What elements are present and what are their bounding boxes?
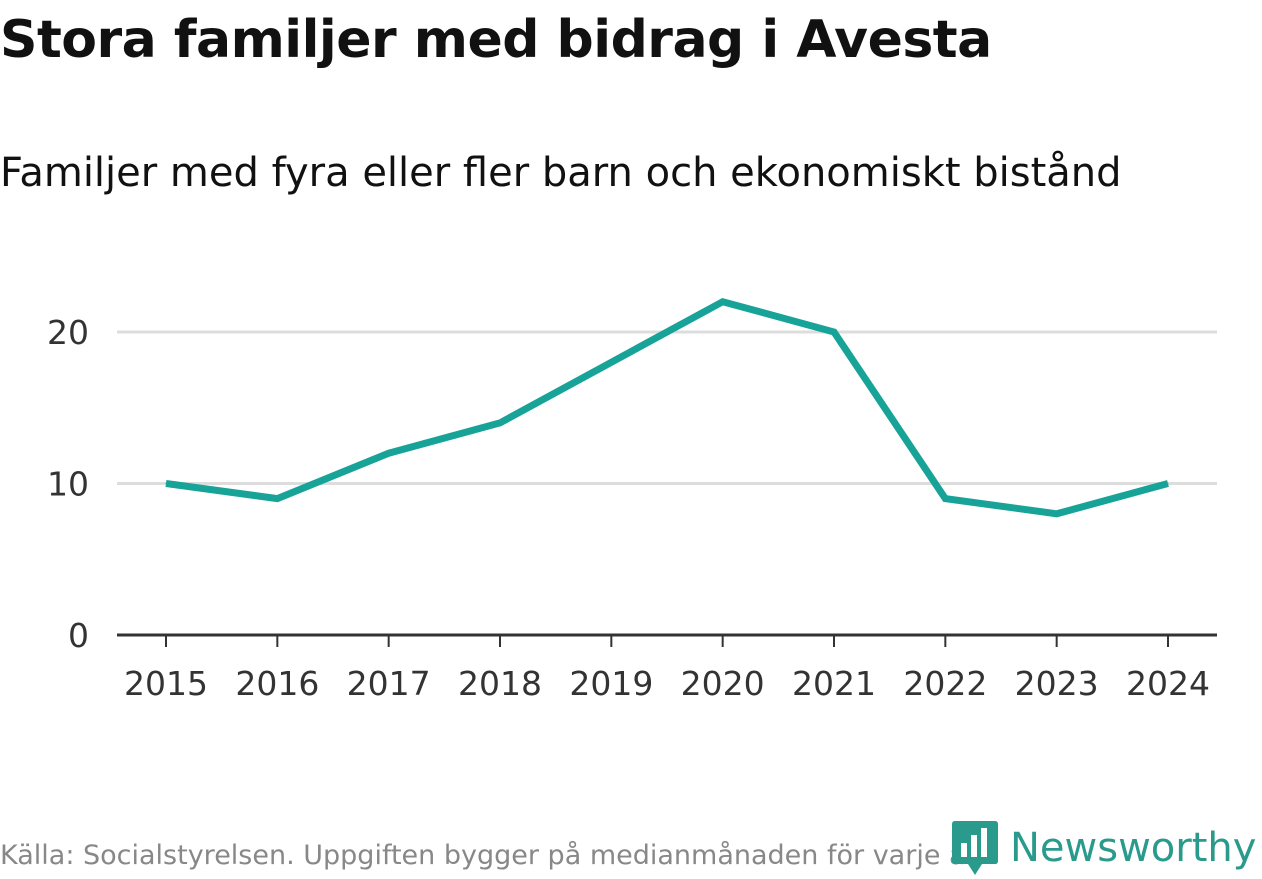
y-axis-ticks: 0 10 20	[47, 313, 89, 655]
series-layer	[165, 297, 1169, 518]
bar-chart-speech-bubble-icon	[952, 821, 998, 875]
source-note: Källa: Socialstyrelsen. Uppgiften bygger…	[0, 840, 977, 871]
data-point-2015	[165, 483, 167, 484]
data-point-2019	[610, 361, 612, 363]
brand-logo: Newsworthy	[952, 818, 1256, 878]
brand-name: Newsworthy	[1010, 825, 1257, 871]
gridlines	[117, 330, 1217, 485]
x-axis-ticks: 2015 2016 2017 2018 2019 2020 2021 2022 2023 2024	[124, 635, 1210, 703]
y-tick-label-20: 20	[47, 313, 89, 352]
y-tick-label-0: 0	[68, 616, 89, 655]
x-tick-label-2019: 2019	[569, 664, 653, 703]
data-point-2024	[1167, 483, 1169, 484]
data-point-2022	[944, 498, 946, 500]
x-tick-label-2018: 2018	[458, 664, 542, 703]
y-tick-label-10: 10	[47, 465, 89, 504]
chart-title: Stora familjer med bidrag i Avesta	[0, 10, 992, 70]
x-tick-label-2021: 2021	[792, 664, 876, 703]
data-point-2023	[1056, 513, 1058, 515]
x-tick-label-2020: 2020	[681, 664, 765, 703]
data-point-2016	[276, 498, 278, 500]
data-point-2021	[833, 331, 835, 333]
x-tick-label-2015: 2015	[124, 664, 208, 703]
series-line-0	[165, 297, 1169, 518]
chart-subtitle: Familjer med fyra eller fler barn och ek…	[0, 150, 1122, 196]
data-point-2017	[388, 452, 390, 454]
x-tick-label-2017: 2017	[347, 664, 431, 703]
x-tick-label-2024: 2024	[1126, 664, 1210, 703]
x-tick-label-2023: 2023	[1015, 664, 1099, 703]
x-tick-label-2022: 2022	[903, 664, 987, 703]
x-tick-label-2016: 2016	[235, 664, 319, 703]
data-point-2020	[722, 301, 724, 303]
data-point-2018	[499, 422, 501, 424]
